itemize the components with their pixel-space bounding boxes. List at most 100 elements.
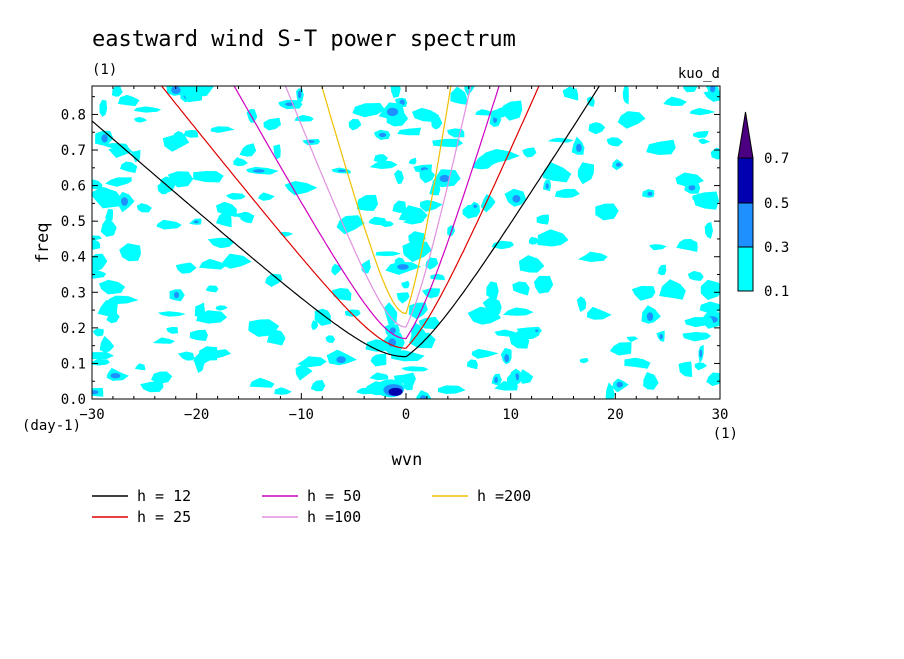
contour-blob	[266, 329, 286, 346]
contour-blob-mid	[699, 349, 703, 358]
contour-blob	[412, 107, 440, 122]
contour-blob	[609, 342, 632, 356]
curve-h-50	[233, 86, 500, 340]
contour-blob	[375, 251, 402, 257]
colorbar-swatch	[737, 202, 754, 248]
contour-blob	[199, 258, 228, 270]
contour-blob	[663, 96, 687, 106]
contour-blob	[700, 279, 720, 300]
contour-blob	[430, 273, 445, 281]
contour-blob	[513, 329, 540, 340]
contour-blob	[99, 99, 108, 117]
contour-blob	[175, 262, 197, 274]
contour-blob	[684, 317, 714, 328]
contour-blob	[710, 147, 720, 160]
legend-label: h = 12	[137, 487, 191, 505]
contour-blob	[311, 320, 319, 331]
contour-blob	[401, 366, 429, 372]
contour-blob	[348, 118, 362, 131]
contour-blob	[536, 214, 549, 225]
contour-blob-mid	[101, 134, 108, 143]
x-tick-label: −10	[289, 407, 314, 423]
contour-blob	[336, 215, 365, 235]
contour-blob	[263, 117, 281, 131]
contour-blob	[98, 279, 126, 295]
contour-blob-mid	[504, 354, 510, 363]
contour-blob-mid	[576, 143, 582, 152]
contour-blob	[200, 86, 209, 96]
contour-blob	[221, 253, 252, 269]
contour-blob	[706, 372, 720, 387]
contour-blob-mid	[615, 162, 622, 167]
contour-blob-mid	[337, 169, 347, 172]
contour-blob	[119, 243, 141, 262]
contour-blob	[491, 240, 515, 250]
contour-blob	[687, 270, 704, 281]
contour-blob	[365, 339, 389, 352]
contour-blob-mid	[535, 329, 539, 333]
contour-blob	[92, 253, 108, 272]
curve-h-12	[92, 86, 601, 358]
contour-blob	[418, 316, 440, 329]
contour-blob	[105, 177, 132, 187]
contour-blob	[484, 149, 520, 163]
contour-blob	[546, 235, 559, 244]
contour-blob	[352, 103, 385, 118]
contour-blob	[383, 302, 398, 326]
contour-blob-mid	[386, 107, 399, 117]
colorbar-label: 0.7	[764, 151, 789, 167]
contour-blob	[420, 200, 443, 212]
contour-blob-mid	[174, 291, 179, 299]
colorbar: 0.1 0.3 0.5 0.7	[737, 111, 789, 300]
contour-blob	[97, 300, 118, 318]
contour-blob-mid	[659, 333, 663, 340]
x-tick-label: 30	[712, 407, 729, 423]
contour-blob	[189, 329, 208, 341]
contour-blob	[682, 86, 698, 93]
contour-blob	[151, 371, 173, 384]
contour-blob	[249, 377, 275, 388]
contour-blob	[675, 172, 704, 187]
contour-blob	[419, 169, 435, 184]
colorbar-swatch	[737, 246, 754, 292]
contour-blob	[411, 322, 426, 341]
contour-blob	[177, 351, 194, 361]
contour-blob	[368, 216, 387, 226]
legend-label: h = 50	[307, 487, 361, 505]
contour-blob	[173, 131, 186, 144]
contour-blob	[471, 348, 499, 359]
contour-blob	[310, 380, 326, 392]
contour-blob	[361, 259, 371, 274]
colorbar-label: 0.3	[764, 240, 789, 256]
contour-blob	[422, 288, 441, 299]
contour-blob	[595, 203, 619, 221]
contour-blob	[356, 194, 379, 211]
contour-blob	[693, 130, 709, 138]
contour-blob	[92, 235, 102, 241]
contour-blob	[369, 160, 398, 169]
colorbar-label: 0.5	[764, 196, 789, 212]
contour-blob	[325, 335, 335, 343]
contour-blob	[577, 162, 595, 185]
contour-blob	[402, 240, 432, 263]
contour-blob	[257, 192, 275, 201]
contour-blob	[130, 149, 141, 163]
contour-blob	[92, 239, 101, 250]
contour-blob	[314, 308, 331, 326]
contour-blob	[694, 362, 707, 371]
contour-blob	[117, 94, 140, 107]
contour-blob	[331, 263, 342, 276]
colorbar-swatch	[737, 157, 754, 204]
contour-blob	[699, 301, 720, 314]
x-unit-label: (1)	[713, 426, 738, 442]
contour-blob	[408, 157, 417, 165]
contour-blob	[542, 162, 572, 183]
y-tick-label: 0.7	[61, 143, 86, 159]
contour-blob	[626, 336, 639, 343]
contour-blob	[108, 146, 133, 158]
contour-blob-high	[388, 387, 403, 396]
contour-blob	[156, 219, 182, 230]
contour-blob	[215, 305, 228, 311]
contour-blob	[586, 96, 595, 107]
contour-blob	[512, 281, 530, 296]
